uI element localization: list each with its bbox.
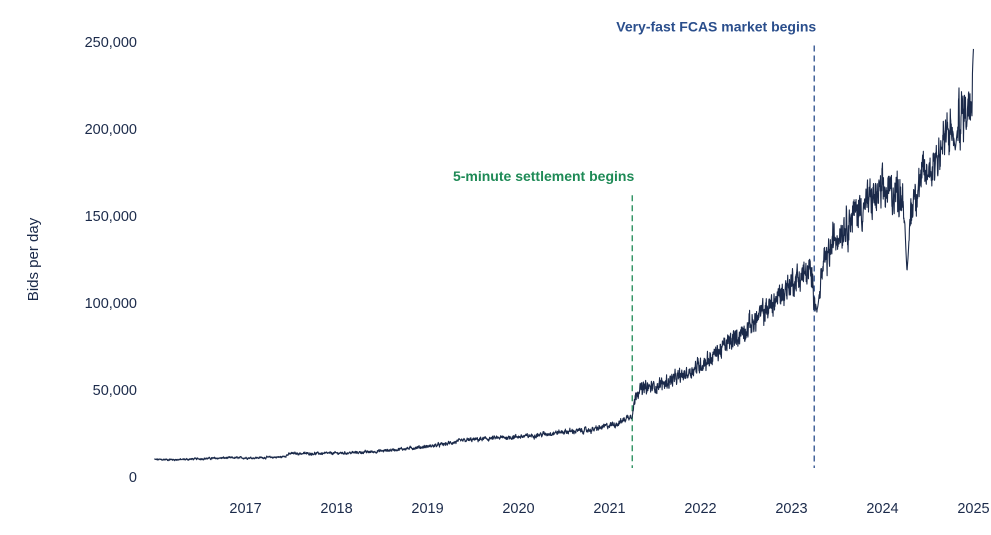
y-tick-label: 100,000	[85, 296, 137, 312]
x-tick-label: 2025	[957, 501, 989, 517]
x-tick-label: 2020	[502, 501, 534, 517]
y-axis-label: Bids per day	[25, 217, 42, 301]
x-tick-label: 2024	[866, 501, 898, 517]
x-tick-label: 2023	[775, 501, 807, 517]
annotation-label: Very-fast FCAS market begins	[616, 19, 816, 35]
x-tick-label: 2021	[593, 501, 625, 517]
series-line-bids-per-day	[154, 48, 974, 462]
y-tick-label: 50,000	[93, 383, 137, 399]
annotations: 5-minute settlement begins Very-fast FCAS…	[453, 19, 816, 468]
series-group	[154, 48, 974, 462]
y-tick-label: 150,000	[85, 209, 137, 225]
x-tick-label: 2018	[320, 501, 352, 517]
y-axis-ticks: 0 50,000 100,000 150,000 200,000 250,000	[85, 35, 137, 486]
y-tick-label: 200,000	[85, 122, 137, 138]
annotation-label: 5-minute settlement begins	[453, 168, 634, 184]
x-tick-label: 2019	[411, 501, 443, 517]
y-tick-label: 0	[129, 470, 137, 486]
x-tick-label: 2017	[229, 501, 261, 517]
x-axis-ticks: 2017 2018 2019 2020 2021 2022 2023 2024 2025	[229, 501, 989, 517]
y-tick-label: 250,000	[85, 35, 137, 51]
x-tick-label: 2022	[684, 501, 716, 517]
